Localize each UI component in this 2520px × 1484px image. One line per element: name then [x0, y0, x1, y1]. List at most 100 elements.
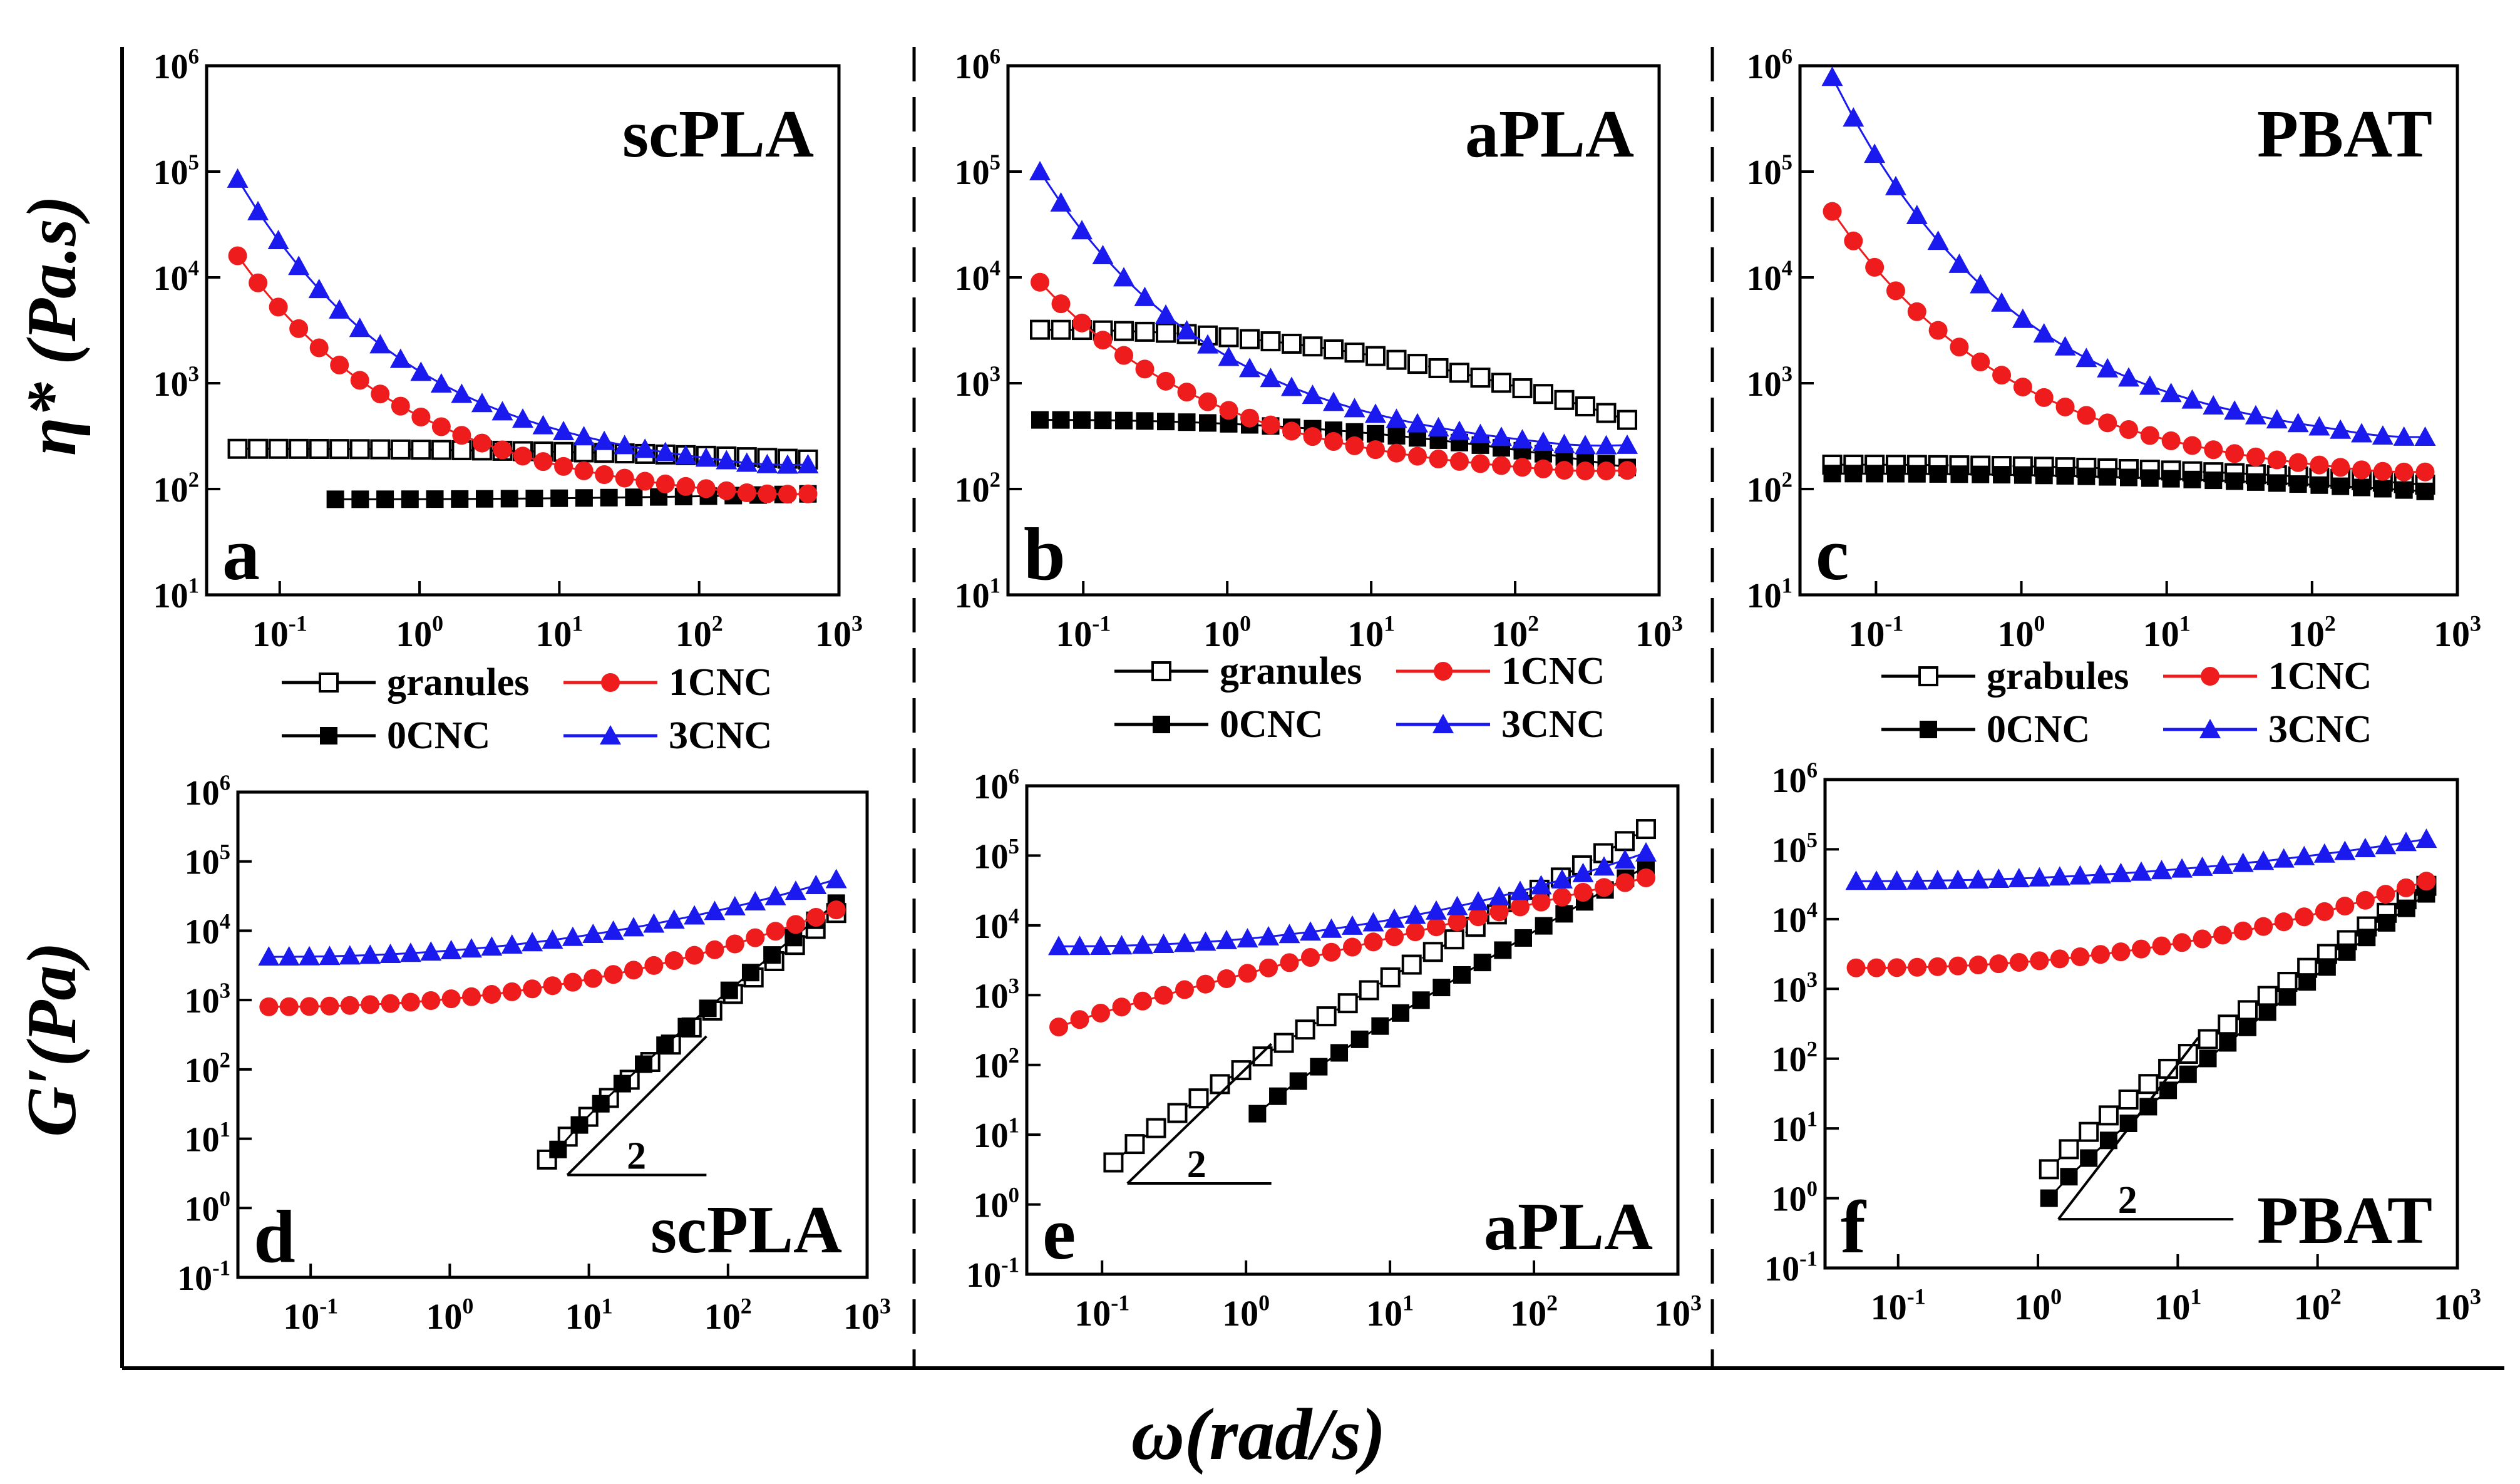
data-point [764, 885, 786, 905]
data-point [1031, 411, 1049, 429]
data-point [227, 168, 249, 188]
data-point [319, 946, 341, 966]
legend-label: grabules [1987, 655, 2129, 698]
legend-label: granules [1220, 650, 1362, 693]
data-point [737, 483, 756, 502]
y-tick-label: 106 [1747, 44, 1792, 86]
data-point [2224, 400, 2246, 420]
data-point [1886, 465, 1905, 483]
data-point [1908, 465, 1926, 483]
data-point [595, 465, 614, 485]
data-point [2034, 388, 2054, 407]
data-point [1157, 413, 1175, 431]
data-point [2334, 840, 2356, 860]
data-point [2373, 461, 2392, 481]
panel-letter: f [1841, 1185, 1867, 1269]
data-point [1273, 1033, 1294, 1053]
data-point [622, 917, 644, 937]
x-tick-label: 101 [565, 1294, 613, 1337]
data-point [248, 438, 269, 459]
data-point [1401, 954, 1422, 975]
data-point [1310, 1058, 1328, 1076]
data-point [644, 956, 664, 975]
y-tick-label: 100 [974, 1183, 1019, 1225]
data-point [2138, 1074, 2159, 1095]
data-point [249, 273, 268, 292]
data-point [2293, 845, 2315, 865]
data-point [1471, 454, 1490, 473]
data-point [786, 915, 805, 934]
data-point [1316, 1006, 1337, 1027]
data-point [1282, 333, 1302, 354]
data-point [329, 439, 350, 460]
data-point [704, 900, 726, 920]
data-point [1188, 1088, 1209, 1109]
data-point [1989, 954, 2008, 974]
data-point [389, 348, 411, 368]
data-point [1218, 327, 1239, 348]
data-point [1072, 313, 1092, 332]
data-point [1073, 411, 1091, 429]
legend-marker [320, 727, 337, 745]
data-point [1132, 934, 1154, 954]
data-point [1301, 948, 1320, 967]
data-point [1269, 1087, 1287, 1105]
data-point [2351, 423, 2373, 443]
data-point [2257, 986, 2278, 1006]
data-point [1444, 929, 1464, 950]
data-point [1070, 1010, 1089, 1029]
data-point [1197, 334, 1219, 354]
y-tick-label: 106 [955, 44, 1000, 86]
data-point [2013, 466, 2032, 484]
data-point [1573, 883, 1593, 902]
data-point [329, 299, 351, 319]
data-point [2160, 383, 2182, 403]
data-point [1260, 368, 1282, 388]
plot-frame [236, 790, 869, 1279]
data-point [1406, 413, 1428, 433]
y-tick-label: 106 [185, 770, 230, 813]
data-point [1320, 918, 1342, 938]
data-point [1177, 383, 1196, 402]
data-point [584, 969, 603, 988]
data-point [481, 936, 503, 956]
legend-label: 1CNC [669, 661, 772, 704]
data-point [2089, 863, 2111, 884]
data-point [371, 384, 390, 404]
data-point [2289, 475, 2307, 493]
data-point [1364, 403, 1386, 423]
data-point [2060, 1168, 2078, 1186]
data-point [278, 946, 300, 966]
data-point [2098, 413, 2117, 433]
data-point [430, 373, 452, 393]
panel-title: aPLA [1484, 1190, 1653, 1264]
data-point [1322, 942, 1341, 962]
data-point [1513, 458, 1532, 477]
data-point [1153, 934, 1175, 954]
data-point [798, 484, 818, 503]
data-point [1533, 384, 1553, 404]
data-point [1947, 869, 1969, 889]
data-point [2199, 1049, 2217, 1068]
panel-title: scPLA [622, 97, 814, 172]
data-point [562, 926, 584, 946]
data-point [350, 371, 369, 390]
data-point [1371, 1017, 1389, 1035]
data-point [1473, 954, 1491, 972]
data-point [1636, 868, 1655, 887]
data-point [512, 408, 533, 428]
data-point [600, 488, 618, 507]
data-point [2055, 397, 2075, 416]
data-point [1156, 371, 1176, 391]
data-point [554, 456, 573, 476]
data-point [1115, 411, 1133, 430]
data-point [493, 440, 512, 460]
x-tick-label: 103 [1654, 1291, 1702, 1334]
y-tick-label: 104 [1772, 897, 1818, 940]
data-point [2080, 1149, 2098, 1167]
y-tick-label: 101 [955, 573, 1000, 616]
slope-label: 2 [1187, 1143, 1206, 1186]
data-point [532, 415, 554, 435]
data-point [696, 479, 716, 498]
data-point [1453, 966, 1471, 984]
